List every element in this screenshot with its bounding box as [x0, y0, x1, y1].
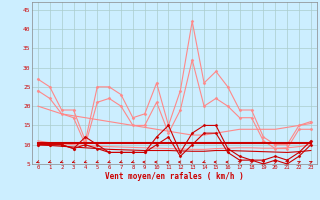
X-axis label: Vent moyen/en rafales ( km/h ): Vent moyen/en rafales ( km/h ): [105, 172, 244, 181]
